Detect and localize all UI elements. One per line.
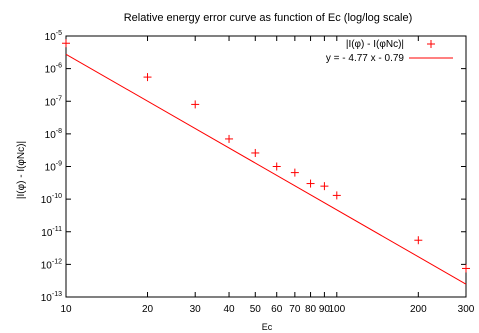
data-point (462, 264, 470, 273)
y-tick-label: 10-9 (45, 161, 62, 174)
x-tick-label: 60 (271, 304, 283, 315)
data-point (290, 168, 299, 177)
data-point (225, 134, 234, 143)
x-tick-label: 40 (223, 304, 235, 315)
x-tick-label: 10 (60, 304, 72, 315)
x-tick-label: 300 (458, 304, 475, 315)
data-point (62, 39, 70, 48)
fit-line (65, 53, 467, 285)
x-axis-label: Ec (262, 322, 273, 332)
data-point (414, 236, 423, 245)
chart-marks (62, 39, 470, 285)
axis-ticks (65, 35, 467, 298)
plot-frame (65, 35, 467, 298)
x-tick-label: 20 (142, 304, 154, 315)
data-point (320, 182, 329, 191)
legend: |I(φ) - I(φNc)| y = - 4.77 x - 0.79 (326, 39, 453, 64)
x-tick-label: 70 (289, 304, 301, 315)
legend-label-fit: y = - 4.77 x - 0.79 (326, 53, 405, 64)
data-point (191, 100, 200, 109)
x-tick-label: 100 (328, 304, 345, 315)
y-tick-label: 10-12 (41, 258, 62, 271)
y-tick-label: 10-8 (45, 128, 62, 141)
legend-label-points: |I(φ) - I(φNc)| (346, 39, 404, 50)
y-tick-label: 10-13 (41, 291, 62, 304)
x-tick-label: 50 (250, 304, 262, 315)
legend-marker-points (427, 40, 435, 48)
data-point (332, 191, 341, 200)
y-tick-label: 10-10 (41, 193, 62, 206)
data-point (272, 162, 281, 171)
x-tick-label: 80 (305, 304, 317, 315)
chart-title: Relative energy error curve as function … (124, 12, 413, 24)
y-tick-label: 10-7 (45, 95, 62, 108)
data-point (306, 179, 315, 188)
y-axis-label: |I(φ) - I(φNc)| (16, 141, 27, 199)
data-point (143, 73, 152, 82)
y-tick-label: 10-5 (45, 30, 62, 43)
y-tick-label: 10-11 (41, 226, 62, 239)
y-axis-label-text: |I(φ) - I(φNc)| (16, 141, 27, 199)
x-tick-label: 30 (190, 304, 202, 315)
data-point (251, 148, 260, 157)
x-tick-label: 90 (319, 304, 331, 315)
x-tick-label: 200 (410, 304, 427, 315)
y-tick-label: 10-6 (45, 63, 62, 76)
